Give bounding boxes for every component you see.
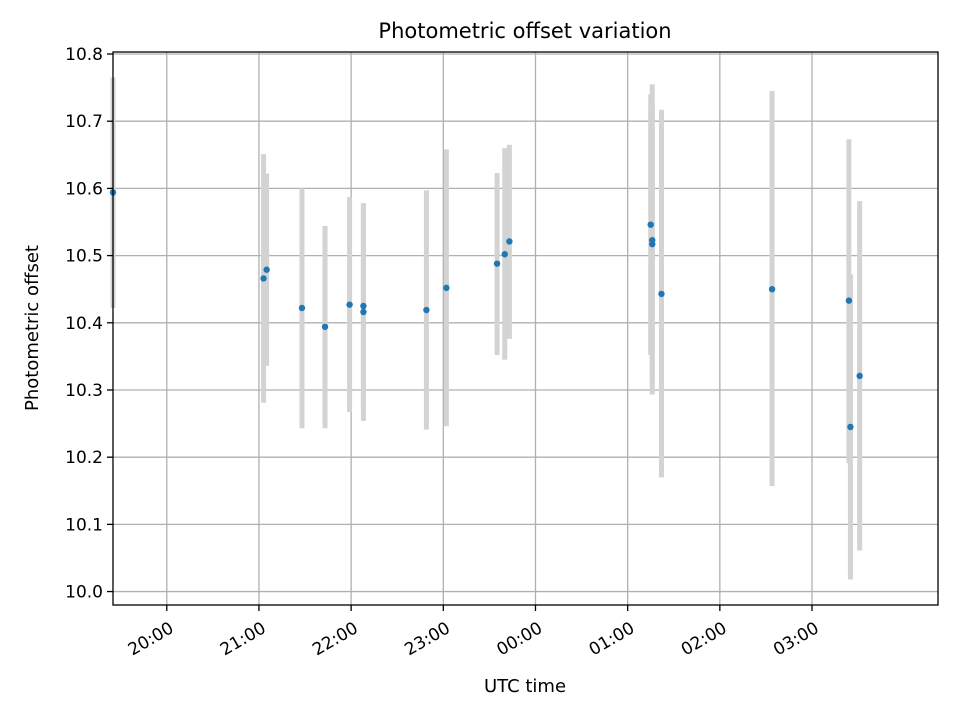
y-tick-label: 10.0 (65, 583, 103, 603)
data-point (501, 251, 508, 258)
data-point (493, 260, 501, 267)
data-point (346, 301, 353, 308)
data-point (321, 323, 329, 331)
data-point (856, 372, 863, 380)
data-point (768, 285, 776, 293)
data-points (109, 189, 863, 431)
plot-frame (112, 51, 939, 606)
data-point (263, 266, 270, 273)
y-tick-label: 10.7 (65, 112, 103, 132)
y-axis-title: Photometric offset (22, 245, 43, 411)
data-point (847, 423, 854, 431)
y-tick-label: 10.4 (65, 314, 103, 334)
x-axis-title: UTC time (484, 676, 566, 697)
data-point (845, 297, 853, 304)
grid (113, 52, 938, 605)
data-point (360, 308, 367, 316)
data-point (423, 306, 430, 314)
y-tick-label: 10.6 (65, 179, 103, 199)
data-point (647, 221, 654, 228)
data-point (443, 284, 450, 292)
data-point (506, 238, 513, 245)
y-tick-label: 10.3 (65, 381, 103, 401)
data-point (658, 290, 665, 298)
data-point (260, 275, 267, 282)
y-tick-label: 10.5 (65, 247, 103, 267)
chart-title: Photometric offset variation (378, 19, 671, 43)
y-tick-label: 10.8 (65, 45, 103, 65)
y-axis: 10.0 10.1 10.2 10.3 10.4 10.5 10.6 10.7 10.8 (65, 45, 113, 603)
y-tick-label: 10.1 (65, 515, 103, 535)
data-point (298, 304, 306, 312)
data-point (360, 302, 367, 310)
y-tick-label: 10.2 (65, 448, 103, 468)
data-point (649, 240, 656, 248)
